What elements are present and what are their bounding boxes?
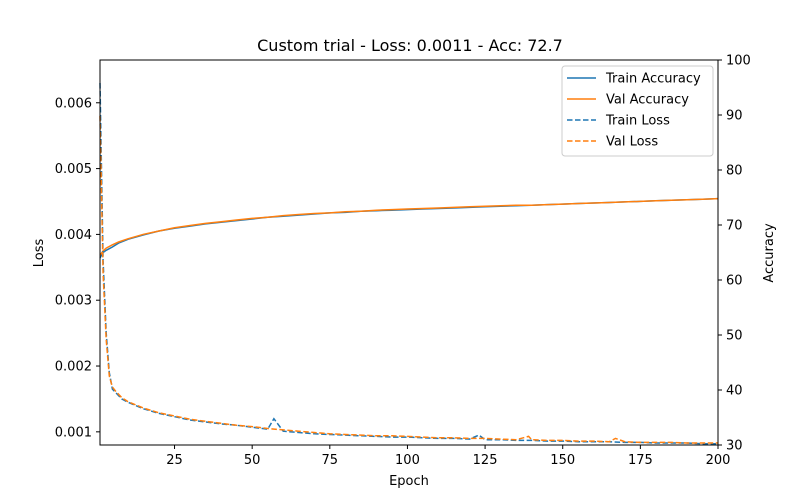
right-y-tick-label: 30 xyxy=(726,439,743,454)
legend-label: Train Accuracy xyxy=(605,72,701,87)
x-tick-label: 100 xyxy=(395,453,420,468)
right-y-tick-label: 100 xyxy=(726,54,751,69)
x-tick-label: 25 xyxy=(166,453,183,468)
series-layer xyxy=(99,82,719,445)
right-y-tick-label: 60 xyxy=(726,274,743,289)
series-line-train-accuracy xyxy=(99,197,719,259)
x-tick-label: 200 xyxy=(706,453,731,468)
legend-label: Val Accuracy xyxy=(606,93,689,108)
series-line-val-loss xyxy=(99,115,718,444)
series-line-val-accuracy xyxy=(99,197,719,256)
x-tick-label: 125 xyxy=(473,453,498,468)
right-y-tick-label: 90 xyxy=(726,109,743,124)
left-y-tick-label: 0.001 xyxy=(55,425,92,440)
x-tick-label: 150 xyxy=(550,453,575,468)
left-y-tick-label: 0.006 xyxy=(55,96,92,111)
right-y-axis-title: Accuracy xyxy=(762,223,777,283)
x-axis: 25 50 75 100 125 150 175 200 xyxy=(166,445,730,468)
x-tick-label: 75 xyxy=(322,453,339,468)
x-tick-label: 175 xyxy=(628,453,653,468)
x-tick-label: 50 xyxy=(244,453,261,468)
legend-label: Train Loss xyxy=(605,114,670,129)
right-y-tick-label: 70 xyxy=(726,219,743,234)
chart-title: Custom trial - Loss: 0.0011 - Acc: 72.7 xyxy=(257,36,563,55)
right-y-tick-label: 80 xyxy=(726,164,743,179)
right-y-axis: 30 40 50 60 70 80 90 100 xyxy=(718,54,751,454)
plot-frame xyxy=(99,59,719,446)
left-y-axis: 0.001 0.002 0.003 0.004 0.005 0.006 xyxy=(55,96,100,440)
left-y-axis-title: Loss xyxy=(32,239,47,268)
left-y-tick-label: 0.002 xyxy=(55,360,92,375)
right-y-tick-label: 40 xyxy=(726,384,743,399)
left-y-tick-label: 0.005 xyxy=(55,162,92,177)
left-y-tick-label: 0.004 xyxy=(55,228,92,243)
right-y-tick-label: 50 xyxy=(726,329,743,344)
legend-label: Val Loss xyxy=(606,135,658,150)
left-y-tick-label: 0.003 xyxy=(55,294,92,309)
legend-box xyxy=(561,65,714,157)
legend: Train Accuracy Val Accuracy Train Loss Val … xyxy=(561,65,714,157)
x-axis-title: Epoch xyxy=(389,474,429,489)
